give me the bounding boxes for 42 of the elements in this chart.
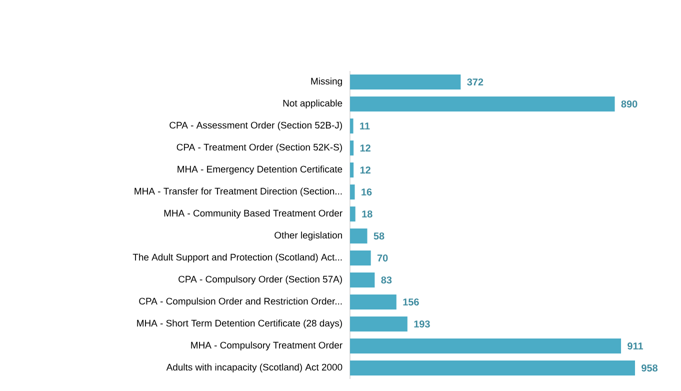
y-tick-label: CPA - Assessment Order (Section 52B-J) [170,122,342,130]
data-label: 70 [377,254,388,262]
bar [350,184,355,200]
y-tick-label: MHA - Community Based Treatment Order [164,210,342,218]
y-tick-label: CPA - Treatment Order (Section 52K-S) [176,144,342,152]
data-label: 911 [628,342,644,350]
bar [350,96,615,112]
data-label: 83 [381,276,392,284]
bar [350,228,368,244]
bar [350,118,354,134]
bar [350,206,356,222]
y-tick-label: MHA - Transfer for Treatment Direction (Section... [134,188,342,196]
data-label: 18 [362,210,372,218]
bar [350,316,408,332]
bar [350,140,354,156]
bar [350,294,396,310]
bar [350,250,371,266]
bar [350,162,354,178]
y-tick-label: MHA - Compulsory Treatment Order [191,342,342,350]
bar [350,272,375,288]
y-tick-label: MHA - Short Term Detention Certificate (28 days) [137,320,342,328]
data-label: 11 [360,122,370,130]
bar [350,74,461,90]
bar [350,360,636,376]
bar [350,338,622,354]
y-tick-label: CPA - Compulsion Order and Restriction Order... [139,298,342,306]
y-tick-label: CPA - Compulsory Order (Section 57A) [178,276,342,284]
data-label: 156 [403,298,419,306]
y-tick-label: The Adult Support and Protection (Scotland) Act... [132,254,342,262]
y-tick-label: Missing [311,78,342,86]
data-label: 193 [414,320,430,328]
y-tick-label: Not applicable [283,100,342,108]
y-tick-label: Other legislation [274,232,342,240]
data-label: 16 [362,188,372,196]
data-label: 958 [642,364,658,372]
data-label: 58 [374,232,384,240]
data-label: 372 [467,78,484,86]
data-label: 12 [360,144,370,152]
y-tick-label: MHA - Emergency Detention Certificate [178,166,342,174]
data-label: 890 [621,100,638,108]
y-tick-label: Adults with incapacity (Scotland) Act 2000 [166,364,342,372]
data-label: 12 [360,166,370,174]
